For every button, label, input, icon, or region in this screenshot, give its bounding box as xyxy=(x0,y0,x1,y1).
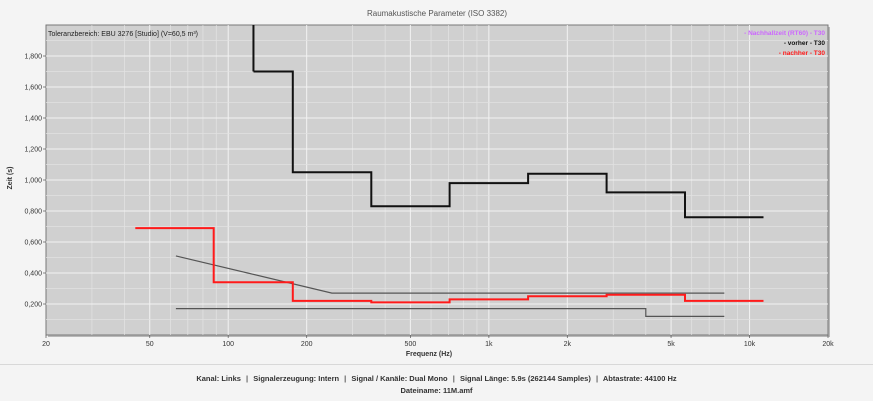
x-tick-label: 10k xyxy=(744,341,756,348)
x-tick-label: 20k xyxy=(822,341,834,348)
y-tick-label: 1,600 xyxy=(24,85,42,92)
sample-rate-info: Abtastrate: 44100 Hz xyxy=(602,374,677,383)
legend-entry-nachher: - nachher - T30 xyxy=(779,50,826,57)
signal-channels-info: Signal / Kanäle: Dual Mono xyxy=(351,374,448,383)
x-tick-label: 2k xyxy=(564,341,572,348)
x-tick-label: 500 xyxy=(405,341,417,348)
series xyxy=(135,25,764,304)
y-tick-label: 0,600 xyxy=(24,240,42,247)
signal-generation-info: Signalerzeugung: Intern xyxy=(253,374,340,383)
y-tick-label: 0,400 xyxy=(24,271,42,278)
tolerance-lines xyxy=(175,255,725,317)
separator: | xyxy=(246,374,249,383)
x-tick-label: 50 xyxy=(146,341,154,348)
signal-info-line: Kanal: Links | Signalerzeugung: Intern |… xyxy=(0,374,873,383)
filename-info: Dateiname: 11M.amf xyxy=(400,386,473,395)
grid xyxy=(46,25,828,335)
legend-entry-vorher: - vorher - T30 xyxy=(784,40,826,47)
chart: Raumakustische Parameter (ISO 3382) 20 50… xyxy=(7,9,835,358)
series-nachher-line xyxy=(135,227,764,304)
y-tick-label: 0,200 xyxy=(24,302,42,309)
separator: | xyxy=(452,374,455,383)
y-tick-label: 1,000 xyxy=(24,178,42,185)
signal-length-info: Signal Länge: 5.9s (262144 Samples) xyxy=(459,374,591,383)
channel-info: Kanal: Links xyxy=(196,374,241,383)
legend: - Nachhallzeit (RT60) - T30 - vorher - T… xyxy=(744,30,825,57)
series-toleranz-unten-line xyxy=(175,308,725,317)
x-tick-label: 5k xyxy=(667,341,675,348)
y-axis-label: Zeit (s) xyxy=(7,167,14,190)
x-tick-label: 100 xyxy=(222,341,234,348)
y-tick-label: 1,800 xyxy=(24,54,42,61)
separator: | xyxy=(344,374,347,383)
separator: | xyxy=(595,374,599,383)
y-tick-label: 0,800 xyxy=(24,209,42,216)
y-tick-label: 1,400 xyxy=(24,116,42,123)
status-footer: Kanal: Links | Signalerzeugung: Intern |… xyxy=(0,364,873,401)
x-tick-label: 20 xyxy=(42,341,50,348)
x-tick-label: 200 xyxy=(301,341,313,348)
axes: 20 50 100 200 500 1k 2k 5k 10k 20k 0,200 0,400 0,600… xyxy=(24,54,834,349)
series-toleranz-oben-line xyxy=(175,255,725,294)
x-axis-label: Frequenz (Hz) xyxy=(406,351,452,358)
x-tick-label: 1k xyxy=(485,341,493,348)
y-tick-label: 1,200 xyxy=(24,147,42,154)
legend-entry-nachhallzeit: - Nachhallzeit (RT60) - T30 xyxy=(744,30,825,37)
series-vorher-line xyxy=(253,70,764,219)
chart-title: Raumakustische Parameter (ISO 3382) xyxy=(367,9,507,18)
tolerance-annotation: Toleranzbereich: EBU 3276 [Studio] (V=60… xyxy=(48,31,198,38)
